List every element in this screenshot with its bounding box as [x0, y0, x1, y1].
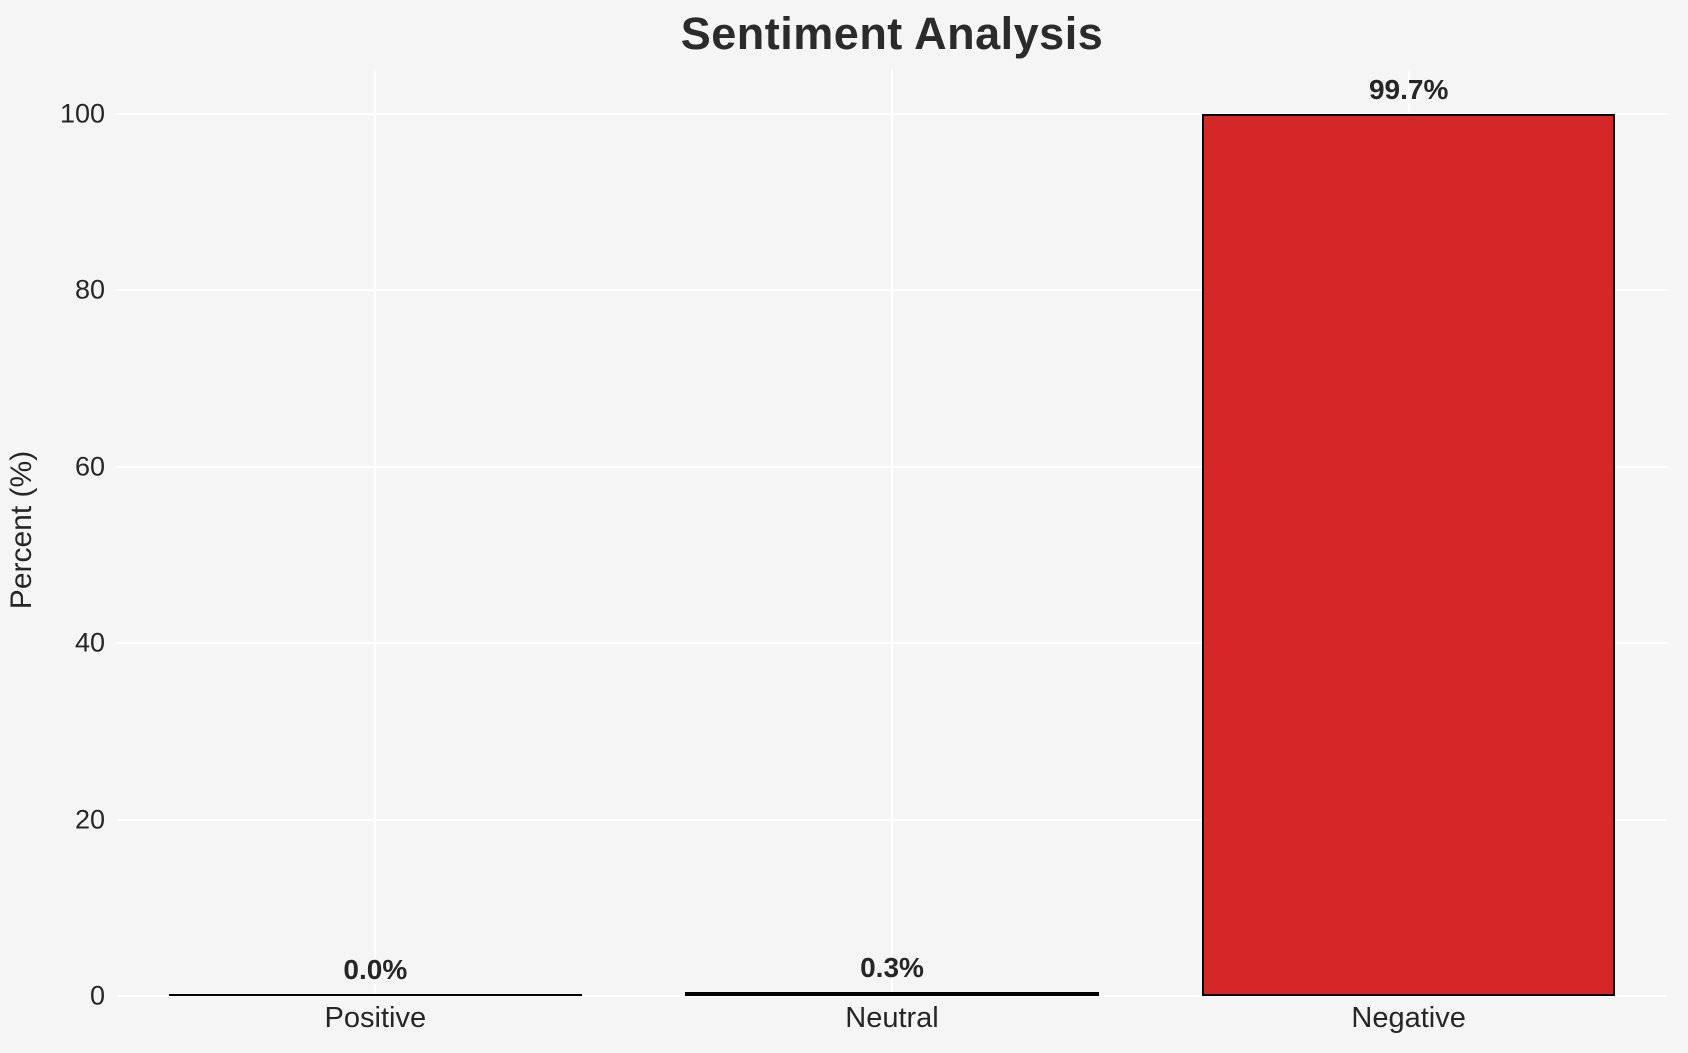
bar-neutral — [685, 991, 1099, 996]
y-tick-label-0: 0 — [89, 980, 105, 1011]
y-axis-label: Percent (%) — [5, 450, 38, 610]
bar-positive — [168, 993, 582, 996]
bar-value-label-positive: 0.0% — [343, 953, 408, 985]
y-tick-label-60: 60 — [74, 451, 105, 482]
bar-value-label-neutral: 0.3% — [860, 951, 924, 983]
y-tick-label-20: 20 — [74, 804, 105, 835]
bar-negative — [1202, 114, 1616, 996]
gridline-x-neutral — [891, 70, 893, 996]
x-tick-label-neutral: Neutral — [845, 1002, 939, 1034]
plot-area — [117, 70, 1667, 997]
x-tick-label-positive: Positive — [324, 1002, 427, 1034]
gridline-x-positive — [374, 70, 377, 996]
x-tick-label-negative: Negative — [1351, 1002, 1466, 1034]
bar-value-label-negative: 99.7% — [1368, 74, 1449, 106]
y-tick-label-100: 100 — [59, 98, 105, 129]
gridline-y-0 — [117, 995, 1667, 997]
y-tick-label-80: 80 — [74, 274, 105, 305]
chart-title: Sentiment Analysis — [680, 8, 1104, 59]
y-tick-label-40: 40 — [74, 627, 105, 658]
